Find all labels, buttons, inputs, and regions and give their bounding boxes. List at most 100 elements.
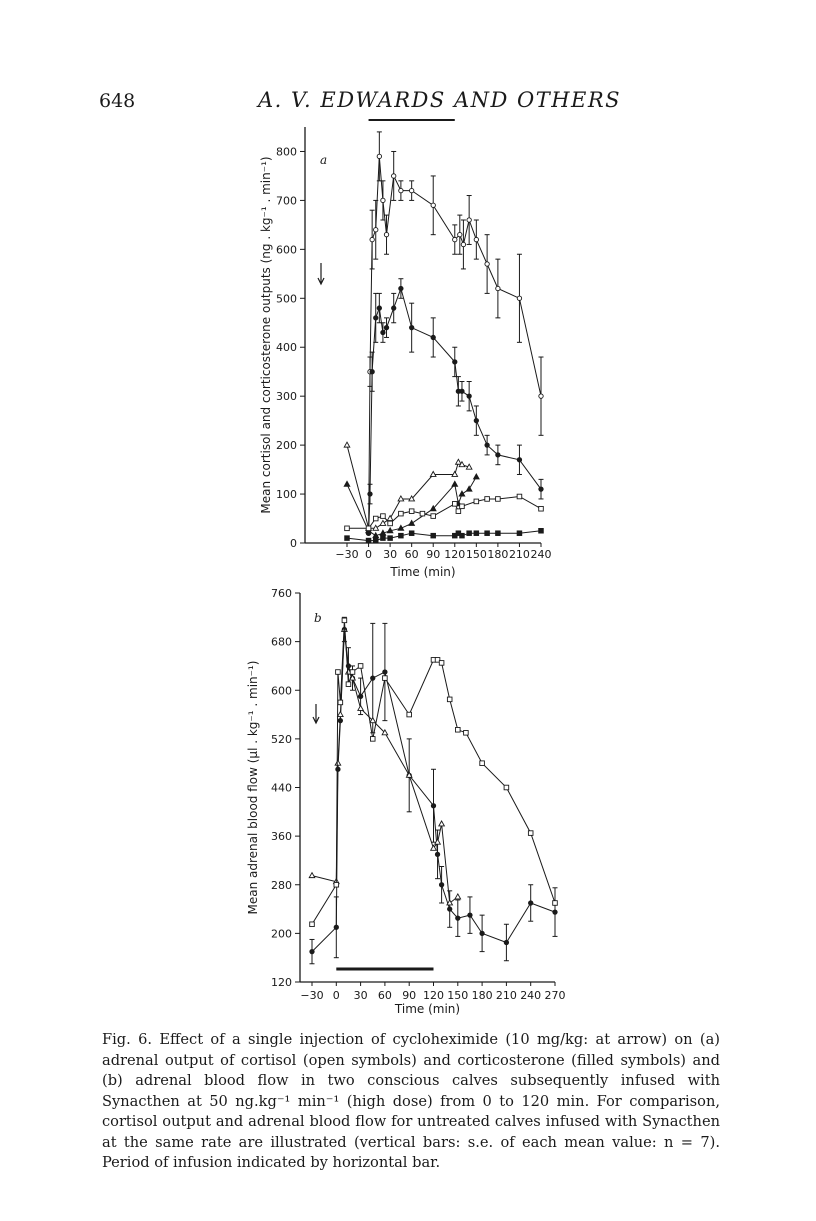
x-tick-label: 0 xyxy=(333,989,340,1002)
data-point xyxy=(516,530,523,536)
injection-arrow-icon xyxy=(312,716,320,725)
data-point xyxy=(552,900,558,906)
panel-letter: a xyxy=(320,153,327,167)
panel-b: 120 200 280 360 440 520 600 680 760 −30 0 30 60 90 120… xyxy=(246,587,566,1016)
data-point xyxy=(372,531,380,539)
data-point xyxy=(397,495,405,502)
data-point xyxy=(516,457,523,463)
data-point xyxy=(419,510,426,517)
data-point xyxy=(382,669,388,675)
data-point xyxy=(516,493,523,500)
data-point xyxy=(552,909,558,915)
data-point xyxy=(465,463,473,470)
data-point xyxy=(430,334,436,341)
y-tick-label: 360 xyxy=(271,830,292,843)
data-point xyxy=(446,899,454,906)
data-point xyxy=(472,473,480,480)
data-point xyxy=(527,830,534,836)
data-point xyxy=(337,699,344,706)
y-axis-title: Mean cortisol and corticosterone outputs… xyxy=(259,156,273,513)
data-point xyxy=(409,325,415,331)
data-point xyxy=(380,197,386,204)
data-point xyxy=(308,871,316,879)
data-point xyxy=(369,369,375,375)
y-tick-label: 700 xyxy=(276,194,297,207)
data-point xyxy=(429,470,437,477)
data-point xyxy=(484,442,490,448)
data-point xyxy=(369,236,375,243)
data-point xyxy=(386,514,394,521)
series-line xyxy=(311,629,459,904)
x-tick-label: 0 xyxy=(365,548,372,561)
y-tick-label: 600 xyxy=(271,684,292,697)
x-axis-title: Time (min) xyxy=(389,565,455,579)
figure-caption: Fig. 6. Effect of a single injection of … xyxy=(102,1030,720,1174)
y-tick-label: 200 xyxy=(271,927,292,940)
y-tick-label: 600 xyxy=(276,243,297,256)
data-point xyxy=(495,496,501,502)
y-tick-label: 500 xyxy=(276,292,297,305)
y-tick-label: 120 xyxy=(271,976,292,989)
y-tick-label: 520 xyxy=(271,733,292,746)
data-point xyxy=(376,153,382,160)
data-point xyxy=(538,486,544,492)
y-tick-label: 280 xyxy=(271,879,292,892)
data-point xyxy=(459,503,465,510)
data-point xyxy=(398,187,404,194)
data-point xyxy=(372,537,379,544)
data-point xyxy=(387,535,393,541)
x-tick-label: 60 xyxy=(378,989,392,1002)
x-tick-label: 120 xyxy=(444,548,465,561)
data-point xyxy=(465,485,473,492)
y-axis-title: Mean adrenal blood flow (μl . kg⁻¹ . min… xyxy=(246,661,260,915)
x-tick-label: 90 xyxy=(426,548,440,561)
data-point xyxy=(386,526,394,534)
data-point xyxy=(538,528,544,534)
data-point xyxy=(408,530,415,536)
data-point xyxy=(447,906,453,912)
x-tick-label: 30 xyxy=(354,989,368,1002)
x-tick-label: 180 xyxy=(487,548,508,561)
data-point xyxy=(466,530,472,536)
data-point xyxy=(383,232,390,238)
x-tick-label: 240 xyxy=(531,548,552,561)
data-point xyxy=(333,882,340,888)
y-tick-label: 440 xyxy=(271,782,292,795)
data-point xyxy=(391,305,397,311)
data-point xyxy=(370,736,376,742)
data-point xyxy=(381,728,389,736)
data-point xyxy=(365,537,372,544)
data-point xyxy=(430,202,436,208)
x-tick-label: −30 xyxy=(300,989,323,1002)
data-point xyxy=(380,535,386,541)
y-tick-label: 200 xyxy=(276,439,297,452)
x-tick-label: 210 xyxy=(496,989,517,1002)
data-point xyxy=(397,524,405,531)
data-point xyxy=(454,458,462,465)
x-tick-label: 30 xyxy=(383,548,397,561)
data-point xyxy=(538,393,544,399)
page-number: 648 xyxy=(99,90,136,112)
y-tick-label: 760 xyxy=(271,587,292,600)
data-point xyxy=(367,491,373,497)
data-point xyxy=(495,452,501,458)
panel-letter: b xyxy=(314,611,322,625)
data-point xyxy=(357,693,364,699)
data-point xyxy=(479,760,485,766)
data-point xyxy=(452,359,458,365)
data-point xyxy=(370,675,376,681)
x-tick-label: 150 xyxy=(447,989,468,1002)
data-point xyxy=(473,498,480,505)
data-point xyxy=(538,505,544,512)
caption-label: Fig. 6. xyxy=(102,1031,153,1048)
x-tick-label: 240 xyxy=(520,989,541,1002)
data-point xyxy=(345,681,352,687)
data-point xyxy=(398,510,404,517)
data-point xyxy=(438,882,445,888)
data-point xyxy=(438,820,446,827)
data-point xyxy=(405,771,413,778)
data-point xyxy=(455,727,461,733)
data-point xyxy=(452,236,458,243)
data-point xyxy=(379,529,387,536)
data-point xyxy=(387,520,393,527)
